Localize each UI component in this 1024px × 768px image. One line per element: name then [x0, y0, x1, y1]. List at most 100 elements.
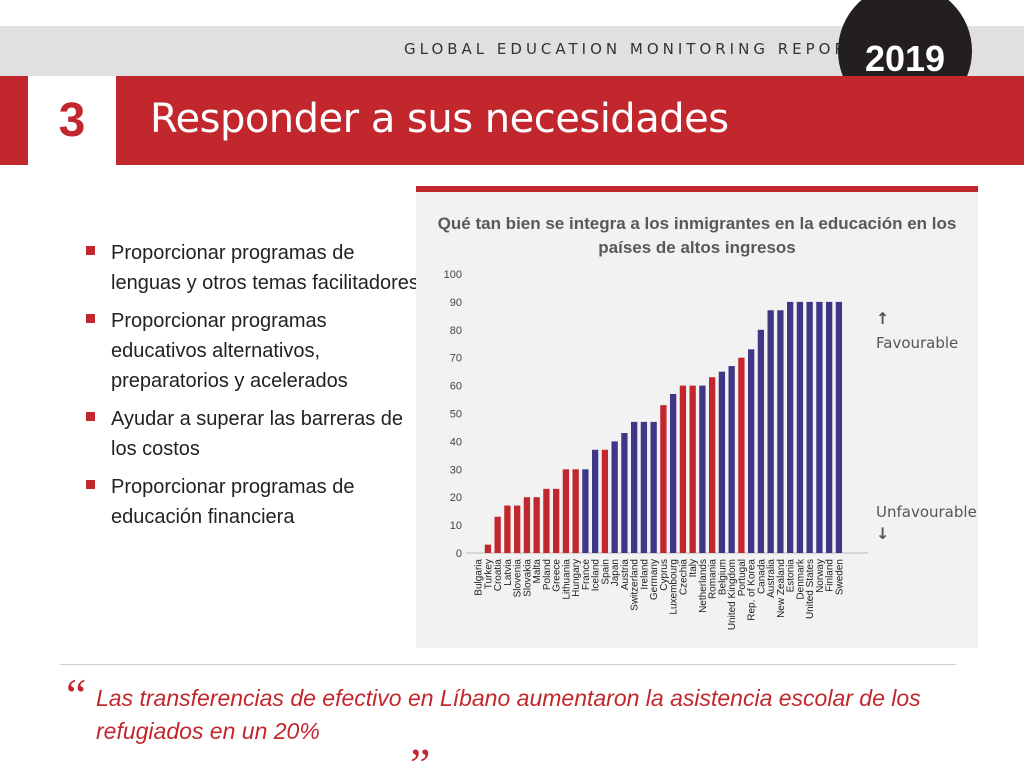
- x-tick-label: Ireland: [639, 559, 650, 590]
- chart-panel: [416, 186, 978, 648]
- down-arrow-icon: ↓: [876, 524, 889, 543]
- x-tick-label: Luxembourg: [669, 559, 680, 615]
- x-tick-label: Hungary: [571, 559, 582, 597]
- y-tick-label: 30: [450, 464, 462, 476]
- close-quote-icon: „: [410, 713, 431, 764]
- bar: [689, 385, 696, 553]
- x-tick-label: Rep. of Korea: [747, 559, 758, 621]
- x-tick-label: Poland: [542, 559, 553, 590]
- bar: [611, 441, 618, 553]
- bullet-item: Proporcionar programas de educación fina…: [84, 472, 419, 532]
- bar: [796, 301, 804, 553]
- bullet-text: Proporcionar programas de lenguas y otro…: [111, 242, 419, 294]
- bar: [504, 505, 511, 553]
- x-tick-label: Sweden: [834, 559, 845, 595]
- bar: [601, 449, 609, 553]
- bullet-text: Proporcionar programas de educación fina…: [111, 476, 355, 528]
- x-tick-label: Switzerland: [630, 559, 641, 611]
- bullet-item: Proporcionar programas educativos altern…: [84, 306, 419, 396]
- quote-text: Las transferencias de efectivo en Líbano…: [96, 685, 921, 744]
- x-tick-label: Finland: [825, 559, 836, 592]
- x-tick-label: Slovenia: [513, 559, 524, 598]
- x-tick-label: Iceland: [591, 559, 602, 591]
- bar: [670, 393, 677, 553]
- bar: [748, 349, 755, 553]
- x-tick-label: Norway: [815, 559, 826, 593]
- bar: [709, 377, 716, 553]
- bar: [582, 469, 589, 553]
- y-tick-label: 90: [450, 297, 462, 309]
- x-tick-label: Netherlands: [698, 559, 709, 613]
- bullet-item: Ayudar a superar las barreras de los cos…: [84, 404, 419, 464]
- bar: [757, 329, 765, 553]
- y-tick-label: 50: [450, 409, 462, 421]
- bar: [835, 301, 843, 553]
- open-quote-icon: “: [66, 669, 87, 720]
- y-tick-label: 70: [450, 353, 462, 365]
- y-tick-label: 60: [450, 381, 462, 393]
- x-tick-label: Cyprus: [659, 559, 670, 591]
- title-band-left: [0, 76, 28, 165]
- square-bullet-icon: [86, 412, 95, 421]
- chart-top-rule: [416, 186, 978, 192]
- bar: [787, 301, 794, 553]
- bar: [543, 488, 550, 553]
- bar: [523, 497, 531, 553]
- x-tick-label: Bulgaria: [474, 559, 485, 596]
- chart-title: Qué tan bien se integra a los inmigrante…: [437, 214, 957, 257]
- bar: [494, 516, 501, 553]
- unfavourable-label: Unfavourable: [876, 503, 977, 521]
- x-tick-label: Australia: [766, 559, 777, 598]
- y-tick-label: 40: [450, 436, 462, 448]
- bar: [592, 449, 599, 553]
- x-tick-label: Croatia: [493, 559, 504, 592]
- bar: [728, 366, 735, 553]
- report-name: GLOBAL EDUCATION MONITORING REPORT: [404, 40, 861, 58]
- square-bullet-icon: [86, 246, 95, 255]
- favourable-label: Favourable: [876, 334, 958, 352]
- year-label: 2019: [864, 38, 946, 79]
- x-tick-label: Spain: [600, 559, 611, 585]
- bar: [806, 301, 813, 553]
- bar: [699, 385, 706, 553]
- x-tick-label: United States: [805, 559, 816, 619]
- x-tick-label: Japan: [610, 559, 621, 586]
- bar: [660, 405, 667, 553]
- x-tick-label: Belgium: [717, 559, 728, 595]
- bar: [514, 505, 521, 553]
- chapter-number: 3: [58, 94, 86, 147]
- bar: [777, 310, 784, 553]
- x-tick-label: France: [581, 559, 592, 591]
- bar: [572, 469, 579, 553]
- bar: [533, 497, 540, 553]
- x-tick-label: Austria: [620, 559, 631, 591]
- page-title: Responder a sus necesidades: [150, 96, 729, 142]
- x-tick-label: Latvia: [503, 559, 514, 586]
- x-tick-label: Malta: [532, 559, 543, 584]
- bar: [679, 385, 687, 553]
- x-tick-label: Romania: [708, 559, 719, 599]
- x-tick-label: Estonia: [786, 559, 797, 593]
- bar: [562, 469, 570, 553]
- x-tick-label: New Zealand: [776, 559, 787, 618]
- bar: [553, 488, 560, 553]
- bullet-text: Proporcionar programas educativos altern…: [111, 310, 348, 392]
- y-tick-label: 80: [450, 325, 462, 337]
- x-tick-label: Portugal: [737, 559, 748, 596]
- x-tick-label: Greece: [552, 559, 563, 592]
- bar: [621, 433, 628, 553]
- bar: [816, 301, 823, 553]
- x-tick-label: Germany: [649, 559, 660, 600]
- x-tick-label: Czechia: [678, 559, 689, 596]
- x-tick-label: Canada: [756, 559, 767, 594]
- bullet-text: Ayudar a superar las barreras de los cos…: [111, 408, 404, 460]
- bar: [767, 310, 774, 553]
- x-tick-label: Lithuania: [561, 559, 572, 600]
- bar: [631, 421, 638, 553]
- bar: [718, 371, 726, 553]
- y-tick-label: 0: [456, 548, 462, 560]
- x-tick-label: Italy: [688, 559, 699, 577]
- divider: [60, 664, 956, 665]
- bar: [484, 544, 492, 553]
- x-tick-label: Turkey: [483, 559, 494, 589]
